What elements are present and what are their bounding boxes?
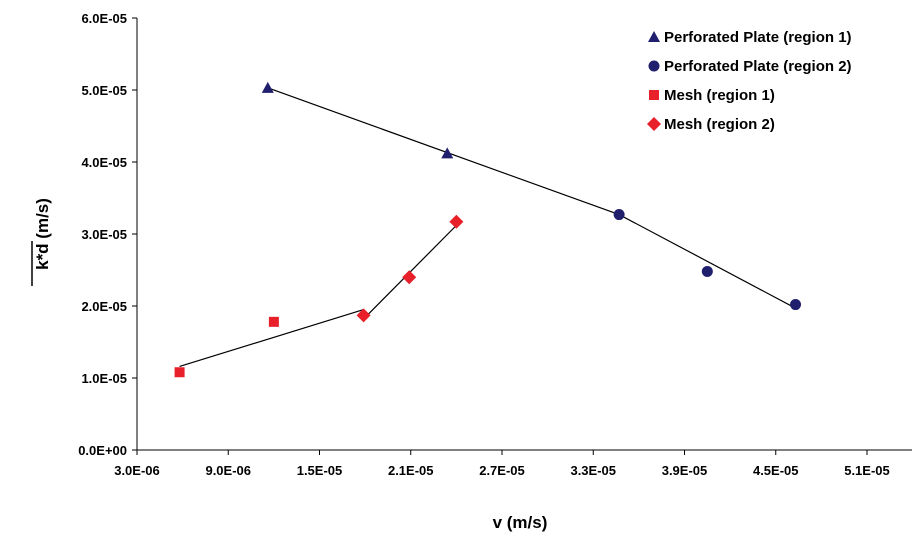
y-tick-label: 0.0E+00 [78, 443, 127, 458]
legend-label: Mesh (region 1) [664, 87, 775, 104]
x-tick-label: 3.9E-05 [662, 463, 708, 478]
data-point [790, 299, 802, 311]
fit-line [179, 309, 364, 368]
y-tick-label: 5.0E-05 [81, 83, 127, 98]
data-point [268, 316, 279, 327]
x-tick-label: 4.5E-05 [753, 463, 799, 478]
data-point [613, 209, 625, 221]
y-tick-label: 6.0E-05 [81, 11, 127, 26]
data-point [402, 270, 417, 285]
x-tick-label: 5.1E-05 [844, 463, 890, 478]
legend-label: Perforated Plate (region 1) [664, 29, 852, 46]
legend-marker [648, 60, 660, 72]
legend-marker [648, 31, 660, 42]
legend-marker [649, 90, 659, 100]
y-tick-label: 1.0E-05 [81, 371, 127, 386]
y-tick-label: 2.0E-05 [81, 299, 127, 314]
x-tick-label: 9.0E-06 [205, 463, 251, 478]
x-tick-label: 2.7E-05 [479, 463, 525, 478]
legend-label: Perforated Plate (region 2) [664, 58, 852, 75]
data-points [174, 81, 802, 378]
data-point [441, 147, 454, 159]
data-point [356, 308, 371, 323]
legend-marker [647, 117, 661, 131]
tick-labels: 3.0E-06 9.0E-06 1.5E-05 2.1E-05 2.7E-05 3.3E-… [78, 11, 890, 478]
x-tick-label: 3.0E-06 [114, 463, 160, 478]
data-point [701, 265, 713, 277]
axes [136, 18, 912, 451]
x-tick-label: 1.5E-05 [297, 463, 343, 478]
x-tick-label: 2.1E-05 [388, 463, 434, 478]
data-point [449, 214, 464, 229]
y-axis-title: k*d (m/s) [33, 198, 52, 270]
x-axis-title: v (m/s) [493, 513, 548, 532]
data-point [174, 367, 185, 378]
x-tick-label: 3.3E-05 [570, 463, 616, 478]
legend-label: Mesh (region 2) [664, 116, 775, 133]
y-tick-label: 3.0E-05 [81, 227, 127, 242]
legend: Perforated Plate (region 1) Perforated Pl… [647, 29, 852, 133]
y-tick-label: 4.0E-05 [81, 155, 127, 170]
data-point [261, 81, 274, 93]
